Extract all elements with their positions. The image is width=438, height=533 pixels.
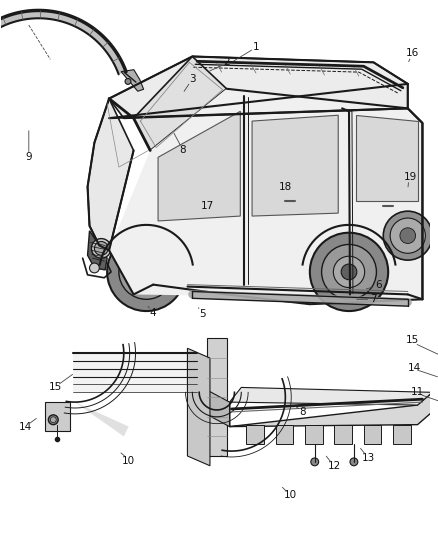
Circle shape bbox=[333, 256, 365, 287]
Circle shape bbox=[95, 241, 108, 255]
Polygon shape bbox=[73, 353, 197, 392]
Polygon shape bbox=[246, 425, 264, 444]
Circle shape bbox=[350, 458, 358, 466]
Text: 7: 7 bbox=[370, 294, 377, 304]
Polygon shape bbox=[364, 425, 381, 444]
Text: 11: 11 bbox=[411, 387, 424, 397]
Text: 3: 3 bbox=[189, 74, 196, 84]
Text: 18: 18 bbox=[279, 182, 292, 192]
Polygon shape bbox=[134, 56, 226, 150]
Polygon shape bbox=[75, 353, 129, 437]
Polygon shape bbox=[88, 99, 134, 251]
Circle shape bbox=[125, 78, 131, 84]
Text: 9: 9 bbox=[25, 152, 32, 163]
Circle shape bbox=[400, 228, 416, 244]
Circle shape bbox=[311, 458, 319, 466]
Text: 13: 13 bbox=[362, 453, 375, 463]
Polygon shape bbox=[46, 402, 70, 432]
Text: 17: 17 bbox=[201, 201, 214, 211]
Polygon shape bbox=[305, 425, 322, 444]
Text: 2: 2 bbox=[223, 58, 230, 67]
Text: 10: 10 bbox=[122, 456, 135, 466]
Circle shape bbox=[92, 239, 111, 258]
Circle shape bbox=[390, 218, 425, 253]
Polygon shape bbox=[230, 392, 432, 426]
Polygon shape bbox=[432, 412, 438, 426]
Text: 4: 4 bbox=[150, 308, 156, 318]
Polygon shape bbox=[334, 425, 352, 444]
Polygon shape bbox=[187, 348, 210, 466]
Circle shape bbox=[48, 415, 58, 425]
Polygon shape bbox=[393, 425, 411, 444]
Circle shape bbox=[89, 263, 99, 273]
Polygon shape bbox=[0, 11, 126, 74]
Text: 8: 8 bbox=[300, 407, 306, 417]
Polygon shape bbox=[158, 111, 240, 221]
Text: 15: 15 bbox=[406, 335, 419, 345]
Polygon shape bbox=[276, 425, 293, 444]
Polygon shape bbox=[207, 338, 226, 456]
Text: 15: 15 bbox=[49, 383, 62, 392]
Polygon shape bbox=[109, 56, 408, 118]
Circle shape bbox=[107, 233, 185, 311]
Polygon shape bbox=[432, 392, 438, 407]
Polygon shape bbox=[202, 387, 230, 426]
Text: 5: 5 bbox=[199, 309, 205, 319]
Text: 12: 12 bbox=[328, 461, 341, 471]
Circle shape bbox=[119, 245, 174, 300]
Text: 6: 6 bbox=[375, 280, 381, 289]
Polygon shape bbox=[356, 115, 417, 201]
Text: 8: 8 bbox=[179, 146, 186, 156]
Polygon shape bbox=[230, 387, 432, 405]
Circle shape bbox=[310, 233, 388, 311]
Text: 10: 10 bbox=[284, 490, 297, 500]
Polygon shape bbox=[109, 89, 422, 300]
Text: 16: 16 bbox=[406, 47, 419, 58]
Text: 1: 1 bbox=[253, 42, 259, 52]
Polygon shape bbox=[121, 70, 144, 91]
Text: 19: 19 bbox=[404, 172, 417, 182]
Polygon shape bbox=[252, 115, 338, 216]
Text: 14: 14 bbox=[408, 363, 421, 373]
Polygon shape bbox=[88, 231, 107, 270]
Circle shape bbox=[383, 211, 432, 260]
Circle shape bbox=[341, 264, 357, 280]
Circle shape bbox=[321, 245, 376, 300]
Circle shape bbox=[138, 264, 154, 280]
Circle shape bbox=[131, 256, 162, 287]
Text: 14: 14 bbox=[19, 422, 32, 432]
Circle shape bbox=[50, 417, 56, 423]
